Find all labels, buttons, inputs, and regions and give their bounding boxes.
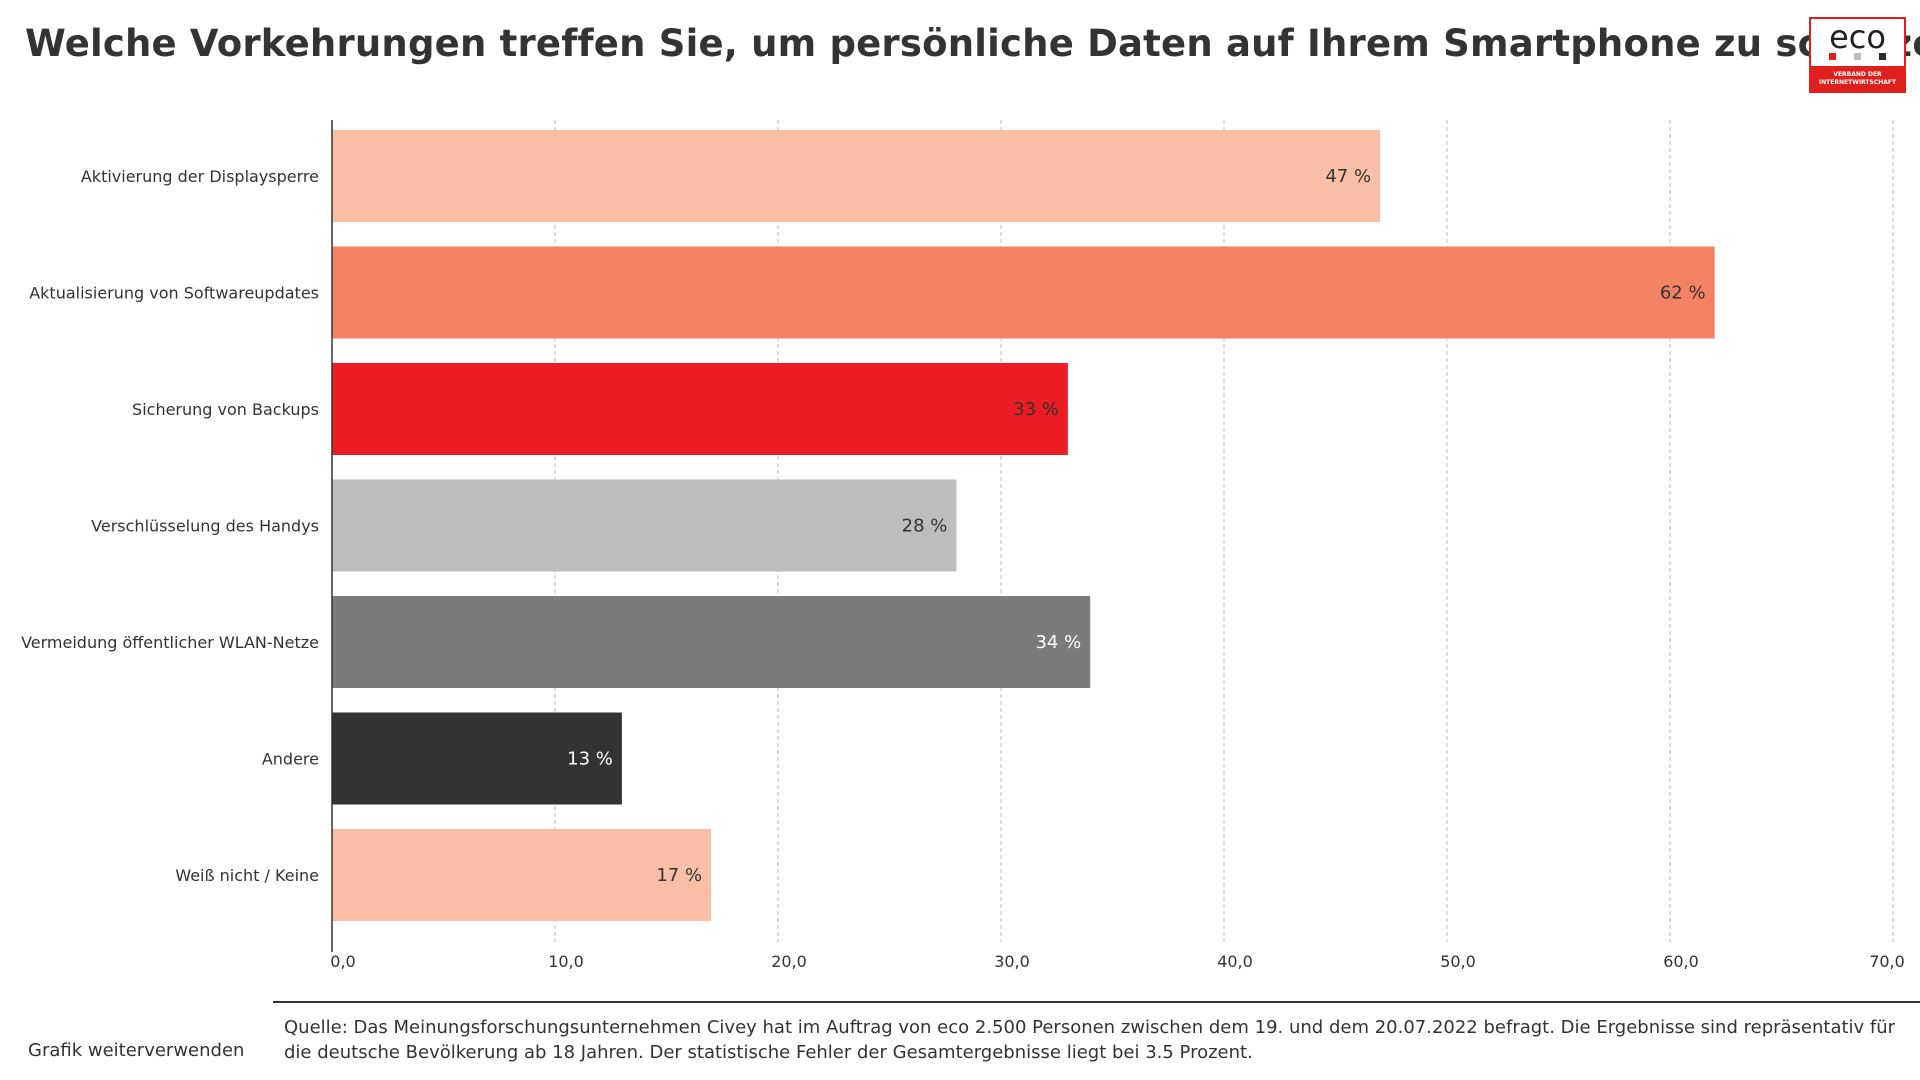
footer-divider: [273, 1001, 1920, 1003]
data-label: 47 %: [1325, 166, 1371, 187]
bar: [332, 596, 1091, 688]
logo-band-line1: VERBAND DER: [1833, 71, 1882, 78]
bar: [332, 130, 1381, 222]
logo-dot-gray: [1854, 53, 1861, 60]
x-tick-label: 50,0: [1440, 952, 1476, 971]
x-tick-label: 30,0: [994, 952, 1030, 971]
logo-band: VERBAND DER INTERNETWIRTSCHAFT: [1811, 66, 1904, 91]
logo-wordmark: eco: [1829, 18, 1886, 56]
data-label: 28 %: [902, 516, 948, 537]
data-label: 62 %: [1660, 283, 1706, 304]
category-label: Sicherung von Backups: [132, 400, 319, 419]
source-note: Quelle: Das Meinungsforschungsunternehme…: [284, 1017, 1896, 1063]
logo-dots: [1829, 53, 1886, 61]
x-tick-label: 0,0: [330, 952, 355, 971]
category-label: Vermeidung öffentlicher WLAN-Netze: [21, 633, 319, 652]
x-tick-label: 10,0: [548, 952, 584, 971]
category-label: Andere: [262, 750, 319, 769]
x-tick-label: 60,0: [1663, 952, 1699, 971]
reuse-graphic-link[interactable]: Grafik weiterverwenden: [28, 1040, 245, 1061]
chart-title: Welche Vorkehrungen treffen Sie, um pers…: [25, 22, 1920, 65]
bar: [332, 363, 1068, 455]
data-label: 13 %: [567, 749, 613, 770]
logo-band-line2: INTERNETWIRTSCHAFT: [1818, 79, 1897, 86]
category-label: Aktivierung der Displaysperre: [81, 167, 319, 186]
eco-logo: eco VERBAND DER INTERNETWIRTSCHAFT: [1809, 17, 1906, 93]
data-label: 33 %: [1013, 399, 1059, 420]
bar: [332, 246, 1715, 339]
bar: [332, 712, 622, 805]
bar: [332, 479, 957, 572]
logo-dot-red: [1829, 53, 1836, 60]
bar: [332, 829, 712, 921]
x-tick-label: 70,0: [1869, 952, 1905, 971]
x-tick-label: 20,0: [771, 952, 807, 971]
data-label: 34 %: [1035, 632, 1081, 653]
data-label: 17 %: [656, 865, 702, 886]
x-tick-label: 40,0: [1217, 952, 1253, 971]
bar-chart: 0,0 10,0 20,0 30,0 40,0 50,0 60,0 70,0 Aktivieru…: [21, 120, 1905, 971]
category-label: Verschlüsselung des Handys: [91, 517, 319, 536]
category-label: Weiß nicht / Keine: [175, 866, 319, 885]
category-label: Aktualisierung von Softwareupdates: [29, 284, 319, 303]
logo-dot-black: [1879, 53, 1886, 60]
